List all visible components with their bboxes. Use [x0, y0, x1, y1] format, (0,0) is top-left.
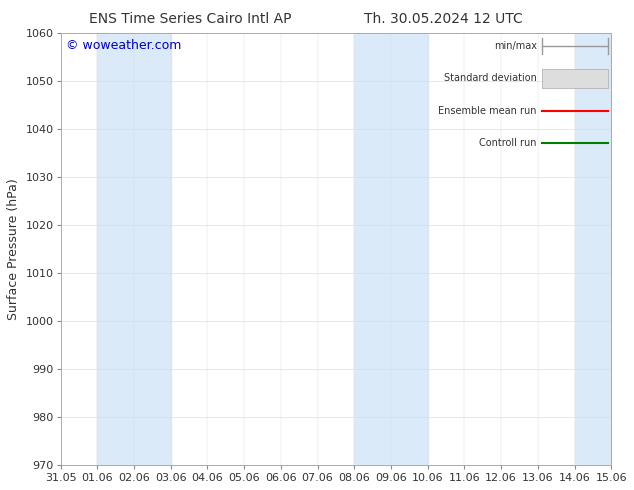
Bar — [354, 33, 428, 465]
Bar — [574, 33, 611, 465]
Text: min/max: min/max — [494, 41, 537, 51]
Bar — [97, 33, 171, 465]
Text: ENS Time Series Cairo Intl AP: ENS Time Series Cairo Intl AP — [89, 12, 292, 26]
FancyBboxPatch shape — [543, 69, 609, 88]
Text: Ensemble mean run: Ensemble mean run — [438, 106, 537, 116]
Text: Th. 30.05.2024 12 UTC: Th. 30.05.2024 12 UTC — [365, 12, 523, 26]
Text: Standard deviation: Standard deviation — [444, 74, 537, 83]
Text: © woweather.com: © woweather.com — [66, 40, 181, 52]
Y-axis label: Surface Pressure (hPa): Surface Pressure (hPa) — [7, 178, 20, 320]
Text: Controll run: Controll run — [479, 138, 537, 148]
